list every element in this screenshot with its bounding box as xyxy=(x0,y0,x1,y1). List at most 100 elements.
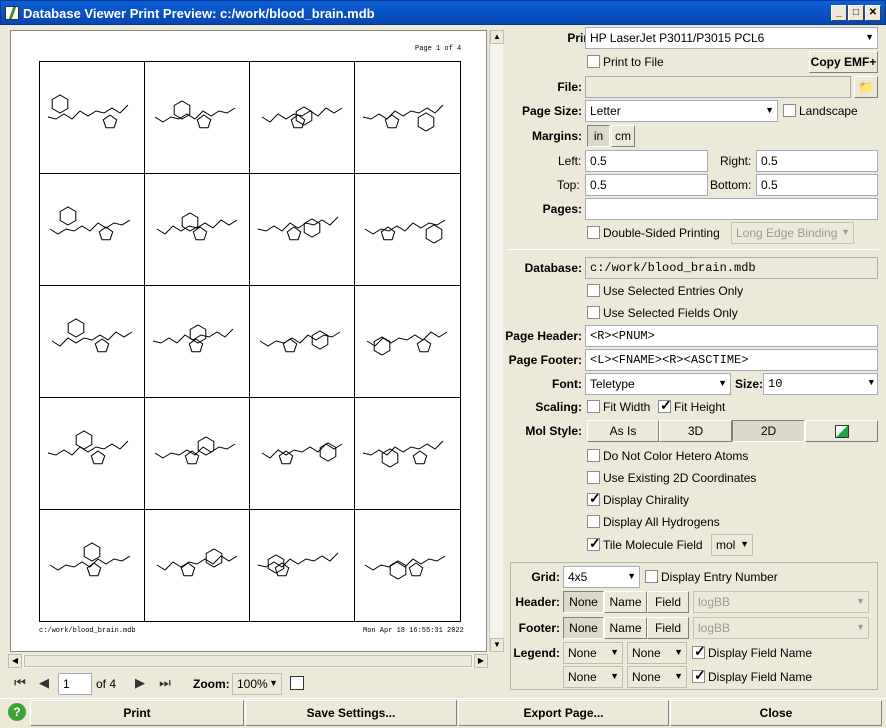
margin-right-input[interactable]: 0.5 xyxy=(756,150,878,172)
scroll-left-arrow[interactable]: ◀ xyxy=(8,654,22,668)
legend-1-display-checkbox[interactable] xyxy=(692,643,706,660)
preview-page: Page 1 of 4 c:/work/blood_brain.mdb Mon … xyxy=(10,30,487,652)
print-button[interactable]: Print xyxy=(30,700,244,726)
scroll-thumb[interactable] xyxy=(24,655,472,667)
maximize-button[interactable]: □ xyxy=(848,5,864,21)
legend-1b-select[interactable]: None xyxy=(627,642,687,664)
font-select[interactable]: Teletype xyxy=(585,373,731,395)
close-window-button[interactable]: ✕ xyxy=(865,5,881,21)
print-to-file-checkbox[interactable] xyxy=(587,55,600,68)
file-input[interactable] xyxy=(585,76,851,98)
tile-field-checkbox[interactable] xyxy=(587,535,601,552)
page-header-label: Page Header: xyxy=(505,329,582,343)
2d-button[interactable]: 2D xyxy=(732,420,805,442)
first-page-icon[interactable]: ⏮ xyxy=(14,675,26,690)
close-button[interactable]: Close xyxy=(670,700,882,726)
preview-footer-left: c:/work/blood_brain.mdb xyxy=(39,627,136,635)
footer-name-button[interactable]: Name xyxy=(604,617,647,639)
color-style-button[interactable] xyxy=(805,420,878,442)
unit-cm-button[interactable]: cm xyxy=(611,125,635,147)
molecule-structure xyxy=(257,216,339,241)
unit-in-button[interactable]: in xyxy=(587,125,610,147)
molecule-cell xyxy=(355,510,460,622)
existing-2d-checkbox[interactable] xyxy=(587,471,600,484)
legend-2b-select[interactable]: None xyxy=(627,666,687,688)
legend-2a-select[interactable]: None xyxy=(563,666,623,688)
page-header-input[interactable]: <R><PNUM> xyxy=(585,325,878,347)
next-page-icon[interactable]: ▶ xyxy=(135,675,145,690)
divider xyxy=(507,249,879,250)
export-page-button[interactable]: Export Page... xyxy=(458,700,669,726)
help-icon[interactable]: ? xyxy=(8,703,26,721)
scroll-up-arrow[interactable]: ▲ xyxy=(490,30,504,44)
entry-number-checkbox[interactable] xyxy=(645,570,658,583)
header-label: Header: xyxy=(515,595,560,609)
selected-fields-label: Use Selected Fields Only xyxy=(603,306,738,320)
molecule-cell xyxy=(145,286,250,398)
header-none-button[interactable]: None xyxy=(563,591,604,613)
molecule-cell xyxy=(145,62,250,174)
no-color-hetero-checkbox[interactable] xyxy=(587,449,600,462)
vertical-scrollbar[interactable]: ▲ ▼ xyxy=(489,30,504,652)
double-sided-checkbox[interactable] xyxy=(587,226,600,239)
save-settings-button[interactable]: Save Settings... xyxy=(245,700,457,726)
footer-field-button[interactable]: Field xyxy=(647,617,689,639)
mol-style-label: Mol Style: xyxy=(525,424,582,438)
selected-entries-checkbox[interactable] xyxy=(587,284,600,297)
size-select[interactable]: 10 xyxy=(763,373,878,395)
scroll-right-arrow[interactable]: ▶ xyxy=(474,654,488,668)
grid-label: Grid: xyxy=(531,570,560,584)
page-number-input[interactable]: 1 xyxy=(58,673,92,695)
molecule-structure xyxy=(154,436,236,465)
last-page-icon[interactable]: ⏭ xyxy=(159,675,171,690)
all-hydrogens-checkbox[interactable] xyxy=(587,515,600,528)
zoom-select[interactable]: 100% xyxy=(232,673,282,695)
header-field-select[interactable]: logBB xyxy=(693,591,869,613)
tile-field-select[interactable]: mol xyxy=(711,534,753,556)
footer-none-button[interactable]: None xyxy=(563,617,604,639)
horizontal-scrollbar[interactable]: ◀ ▶ xyxy=(8,654,488,668)
legend-2-display-checkbox[interactable] xyxy=(692,667,706,684)
grid-select[interactable]: 4x5 xyxy=(563,566,640,588)
scaling-label: Scaling: xyxy=(535,400,582,414)
page-size-select[interactable]: Letter xyxy=(585,100,778,122)
prev-page-icon[interactable]: ◀ xyxy=(39,675,49,690)
header-field-button[interactable]: Field xyxy=(647,591,689,613)
molecule-structure xyxy=(362,440,444,468)
molecule-cell xyxy=(145,174,250,286)
copy-emf-button[interactable]: Copy EMF+ xyxy=(809,51,878,73)
molecule-structure xyxy=(362,104,444,132)
legend-1a-select[interactable]: None xyxy=(563,642,623,664)
molecule-cell xyxy=(355,174,460,286)
molecule-cell xyxy=(355,286,460,398)
footer-field-select[interactable]: logBB xyxy=(693,617,869,639)
size-label: Size: xyxy=(735,377,764,391)
selected-fields-checkbox[interactable] xyxy=(587,306,600,319)
printer-select[interactable]: HP LaserJet P3011/P3015 PCL6 xyxy=(585,27,878,49)
as-is-button[interactable]: As Is xyxy=(587,420,659,442)
pages-input[interactable] xyxy=(585,198,878,220)
margin-left-input[interactable]: 0.5 xyxy=(585,150,708,172)
landscape-label: Landscape xyxy=(799,104,858,118)
3d-button[interactable]: 3D xyxy=(659,420,732,442)
no-color-hetero-label: Do Not Color Hetero Atoms xyxy=(603,449,749,463)
fit-page-icon[interactable] xyxy=(290,676,304,690)
binding-select[interactable]: Long Edge Binding xyxy=(731,222,854,244)
margin-top-label: Top: xyxy=(557,178,580,192)
scroll-down-arrow[interactable]: ▼ xyxy=(490,638,504,652)
fit-width-checkbox[interactable] xyxy=(587,400,600,413)
preview-footer-right: Mon Apr 18 16:55:31 2022 xyxy=(363,627,464,635)
fit-height-checkbox[interactable] xyxy=(658,397,672,414)
preview-page-number: Page 1 of 4 xyxy=(415,45,462,53)
molecule-cell xyxy=(250,286,355,398)
chirality-checkbox[interactable] xyxy=(587,490,601,507)
header-name-button[interactable]: Name xyxy=(604,591,647,613)
database-label: Database: xyxy=(524,261,582,275)
landscape-checkbox[interactable] xyxy=(783,104,796,117)
molecule-structure xyxy=(364,219,446,244)
page-footer-input[interactable]: <L><FNAME><R><ASCTIME> xyxy=(585,349,878,371)
folder-icon[interactable]: 📁 xyxy=(854,76,878,98)
minimize-button[interactable]: _ xyxy=(831,5,847,21)
margin-top-input[interactable]: 0.5 xyxy=(585,174,708,196)
margin-bottom-input[interactable]: 0.5 xyxy=(756,174,878,196)
